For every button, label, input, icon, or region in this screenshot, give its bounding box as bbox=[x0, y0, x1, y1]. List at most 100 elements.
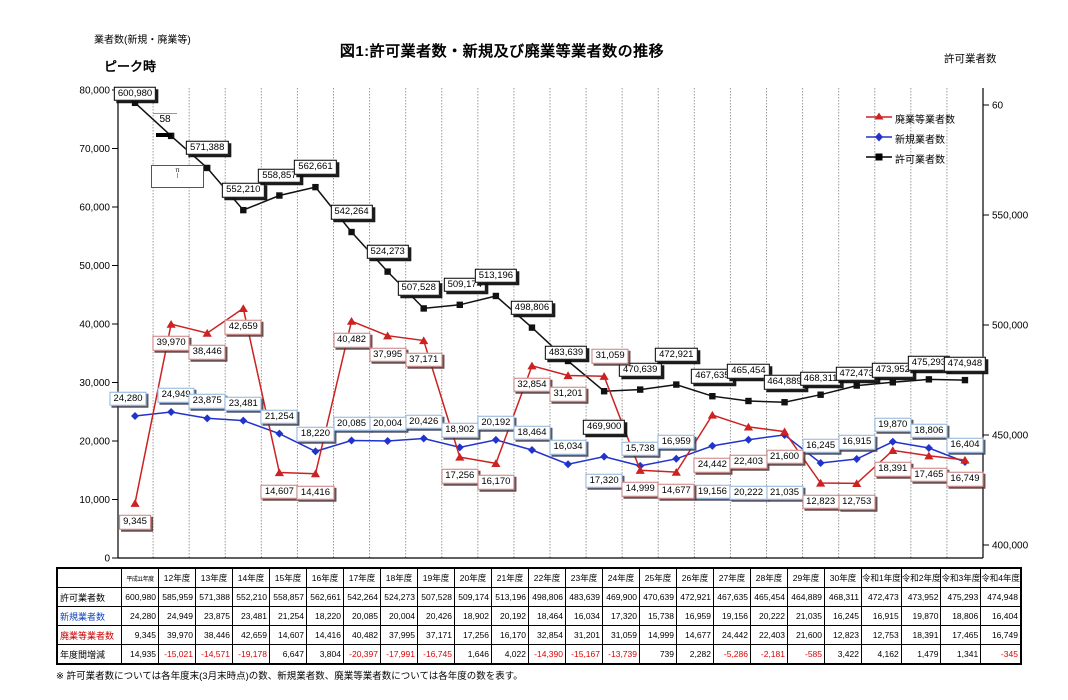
marker-triangle bbox=[671, 467, 681, 476]
table-cell: 552,210 bbox=[232, 587, 270, 607]
left-axis-tick-label: 50,000 bbox=[79, 261, 110, 272]
marker-diamond bbox=[600, 452, 609, 461]
marker-triangle bbox=[743, 422, 754, 431]
table-cell: 16,959 bbox=[676, 606, 714, 626]
table-corner-cell bbox=[56, 567, 122, 588]
table-cell: 571,388 bbox=[195, 587, 233, 607]
partial-data-label: 58 bbox=[153, 113, 177, 125]
table-cell: 32,854 bbox=[528, 625, 566, 645]
table-cell: 467,635 bbox=[713, 587, 751, 607]
square-marker-icon bbox=[866, 149, 892, 167]
marker-square bbox=[961, 376, 969, 384]
marker-square bbox=[312, 183, 319, 191]
marker-diamond bbox=[239, 416, 248, 425]
marker-triangle bbox=[816, 478, 826, 487]
table-cell: 14,999 bbox=[639, 625, 677, 645]
legend-label: 許可業者数 bbox=[895, 154, 945, 166]
table-cell: 1,479 bbox=[900, 644, 942, 665]
table-header-cell: 30年度 bbox=[824, 567, 862, 588]
footnote: ※ 許可業者数については各年度末(3月末時点)の数、新規業者数、廃業等業者数につ… bbox=[56, 671, 523, 682]
table-cell: 464,889 bbox=[787, 587, 825, 607]
table-cell: 23,481 bbox=[232, 606, 270, 626]
legend-item-haigyo: 廃業等業者数 bbox=[866, 108, 955, 128]
table-cell: 16,034 bbox=[565, 606, 603, 626]
marker-triangle bbox=[635, 466, 645, 474]
marker-square bbox=[131, 99, 139, 107]
table-cell: 14,935 bbox=[121, 644, 159, 665]
marker-square bbox=[348, 228, 355, 236]
marker-triangle bbox=[599, 372, 609, 380]
table-cell: 472,921 bbox=[676, 587, 714, 607]
table-cell: 513,196 bbox=[491, 587, 529, 607]
table-cell: 474,948 bbox=[980, 587, 1022, 607]
table-header-cell: 令和1年度 bbox=[861, 567, 902, 588]
marker-diamond bbox=[491, 435, 500, 444]
marker-square bbox=[745, 397, 752, 405]
table-header-cell: 令和2年度 bbox=[900, 567, 942, 588]
table-header-cell: 23年度 bbox=[565, 567, 603, 588]
table-header-cell: 16年度 bbox=[306, 567, 344, 588]
table-cell: 473,952 bbox=[900, 587, 942, 607]
left-axis-tick-label: 70,000 bbox=[79, 144, 110, 155]
left-axis-tick-label: 40,000 bbox=[79, 320, 110, 331]
table-cell: 40,482 bbox=[343, 625, 381, 645]
table-cell: -20,397 bbox=[343, 644, 381, 665]
table-cell: 15,738 bbox=[639, 606, 677, 626]
table-cell: 542,264 bbox=[343, 587, 381, 607]
marker-diamond bbox=[816, 458, 825, 467]
table-header-cell: 18年度 bbox=[380, 567, 418, 588]
table-header-cell: 22年度 bbox=[528, 567, 566, 588]
table-row-label: 廃業等業者数 bbox=[56, 625, 122, 645]
marker-triangle bbox=[274, 468, 284, 477]
table-cell: 20,004 bbox=[380, 606, 418, 626]
right-axis-tick-label: 500,000 bbox=[992, 321, 1029, 332]
table-cell: 507,528 bbox=[417, 587, 455, 607]
table-cell: 600,980 bbox=[121, 587, 159, 607]
table-cell: 17,256 bbox=[454, 625, 492, 645]
marker-square bbox=[709, 393, 716, 400]
table-cell: 465,454 bbox=[750, 587, 788, 607]
table-cell: 472,473 bbox=[861, 587, 902, 607]
table-cell: 18,220 bbox=[306, 606, 344, 626]
marker-square bbox=[456, 301, 463, 309]
table-header-cell: 20年度 bbox=[454, 567, 492, 588]
chart-legend: 廃業等業者数 新規業者数 許可業者数 bbox=[866, 108, 955, 168]
table-header-cell: 17年度 bbox=[343, 567, 381, 588]
marker-triangle bbox=[310, 469, 321, 478]
table-cell: 16,404 bbox=[980, 606, 1022, 626]
table-cell: 19,156 bbox=[713, 606, 751, 626]
table-header-cell: 27年度 bbox=[713, 567, 751, 588]
table-cell: 14,677 bbox=[676, 625, 714, 645]
data-table: 平成11年度 12年度 13年度 14年度 15年度 16年度 17年度 18年度 19年度 20… bbox=[56, 567, 1022, 665]
table-cell: 1,646 bbox=[454, 644, 492, 665]
table-cell: 20,192 bbox=[491, 606, 529, 626]
left-axis-tick-label: 10,000 bbox=[79, 495, 110, 506]
table-cell: 498,806 bbox=[528, 587, 566, 607]
table-cell: 1,341 bbox=[940, 644, 982, 665]
peak-time-label: ピーク時 bbox=[104, 59, 157, 74]
chart-title: 図1:許可業者数・新規及び廃業等業者数の推移 bbox=[339, 43, 665, 60]
table-cell: -585 bbox=[787, 644, 825, 665]
legend-item-kyoka: 許可業者数 bbox=[866, 148, 955, 168]
table-cell: 24,949 bbox=[158, 606, 196, 626]
table-cell: -16,745 bbox=[417, 644, 455, 665]
table-header-cell: 14年度 bbox=[232, 567, 270, 588]
table-cell: 20,222 bbox=[750, 606, 788, 626]
left-axis-title: 業者数(新規・廃業等) bbox=[94, 35, 191, 46]
marker-diamond bbox=[311, 447, 320, 456]
table-cell: 37,995 bbox=[380, 625, 418, 645]
table-cell: 18,806 bbox=[940, 606, 982, 626]
marker-square bbox=[600, 388, 608, 395]
table-row-label: 年度間増減 bbox=[56, 644, 122, 665]
table-cell: -17,991 bbox=[380, 644, 418, 665]
table-row: 廃業等業者数 9,345 39,970 38,446 42,659 14,607 14,41… bbox=[56, 625, 1022, 645]
marker-diamond bbox=[672, 454, 681, 463]
table-cell: -5,286 bbox=[713, 644, 751, 665]
table-cell: 18,391 bbox=[900, 625, 942, 645]
table-cell: 24,280 bbox=[121, 606, 159, 626]
marker-square bbox=[673, 381, 680, 388]
table-cell: 475,293 bbox=[940, 587, 982, 607]
table-cell: 17,320 bbox=[602, 606, 640, 626]
table-cell: 19,870 bbox=[900, 606, 942, 626]
